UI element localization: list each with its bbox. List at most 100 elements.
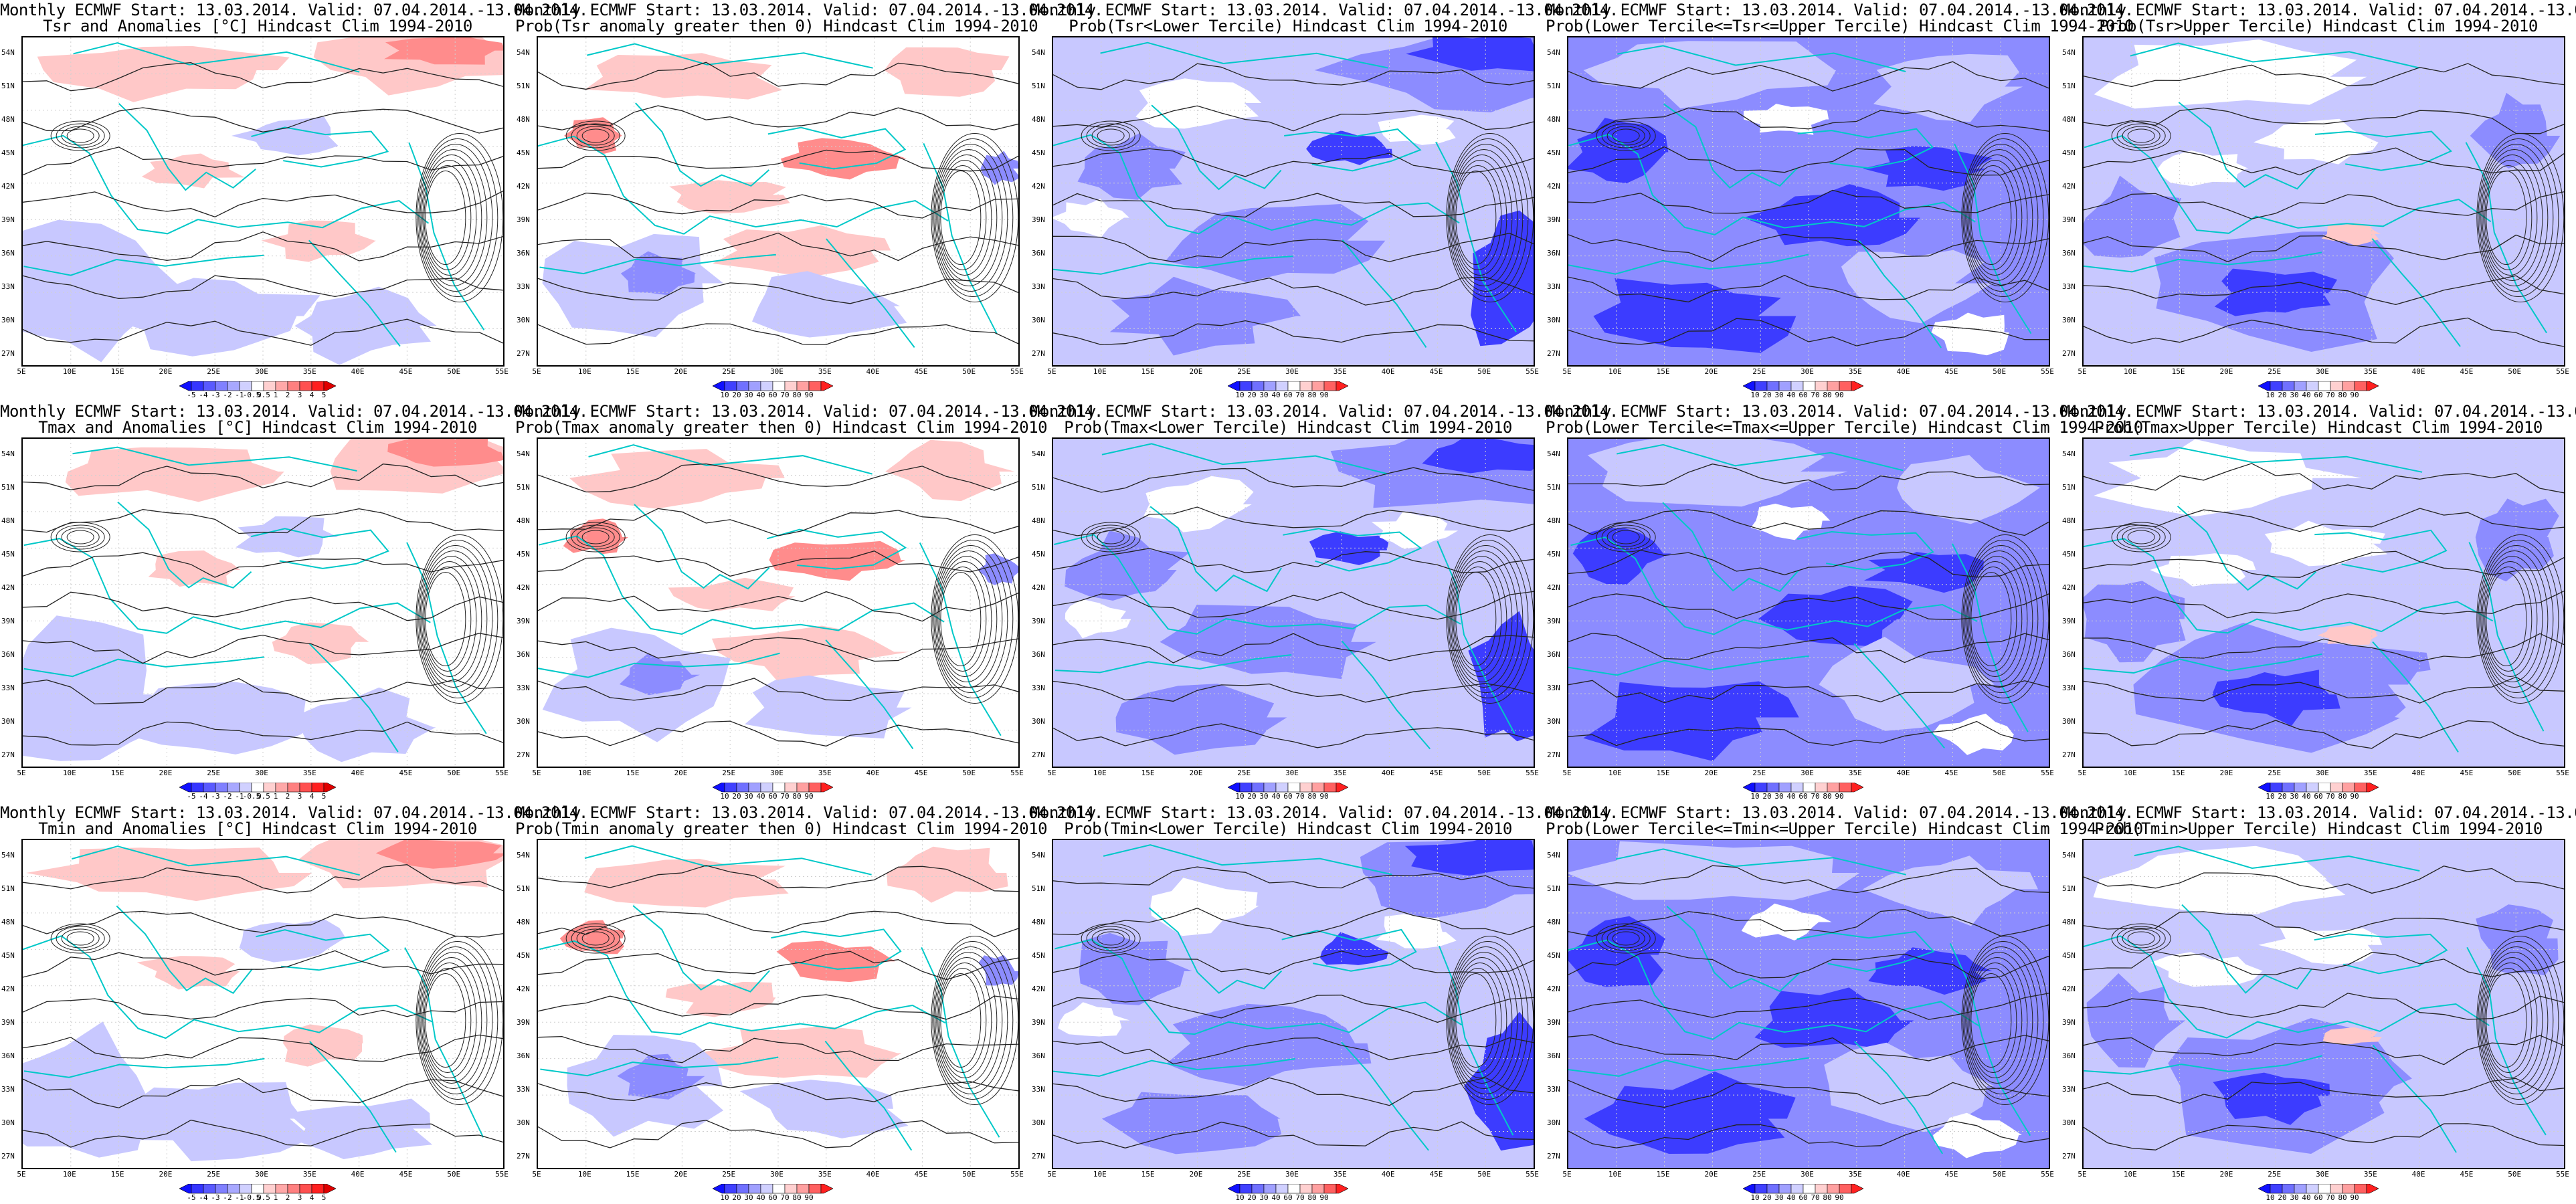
lat-tick-label: 36N — [1547, 650, 1560, 659]
colorbar-label: 80 — [2338, 391, 2347, 399]
colorbar-swatch — [760, 783, 773, 793]
colorbar-swatch — [1839, 783, 1852, 793]
panel-title-line2: Prob(Tmin anomaly greater then 0) Hindca… — [515, 819, 1048, 838]
lat-tick-label: 54N — [2062, 48, 2076, 57]
colorbar-label: 0.5 — [257, 391, 270, 399]
shaded-region — [1572, 528, 1671, 585]
lon-tick-label: 15E — [110, 769, 124, 777]
colorbar-swatch — [2366, 381, 2379, 391]
lat-tick-label: 39N — [517, 1018, 530, 1027]
panel-title-line1: Monthly ECMWF Start: 13.03.2014. Valid: … — [2061, 402, 2576, 421]
orography-contour — [1455, 973, 1497, 1068]
colorbar-label: -2 — [223, 391, 232, 399]
lon-tick-label: 5E — [17, 769, 26, 777]
orography-contour — [565, 522, 626, 553]
orography-contour — [1453, 160, 1507, 276]
orography-contour — [932, 941, 1014, 1100]
shaded-region — [1160, 605, 1376, 680]
colorbar-label: 60 — [1283, 1193, 1293, 1202]
orography-contour — [1601, 123, 1651, 148]
lat-tick-label: 54N — [1, 851, 15, 860]
colorbar — [1743, 1184, 1863, 1195]
orography-contour — [2483, 160, 2538, 276]
shaded-region — [1741, 903, 1832, 940]
lat-tick-label: 33N — [1032, 1085, 1045, 1094]
orography-contour — [581, 530, 610, 544]
lon-tick-label: 45E — [399, 1170, 413, 1179]
coastline — [116, 905, 253, 994]
colorbar-label: 80 — [1307, 391, 1317, 399]
coastline — [2084, 653, 2322, 674]
lon-tick-label: 45E — [1944, 1170, 1958, 1179]
isotherm-contour — [1053, 907, 1534, 937]
shaded-region — [136, 956, 240, 990]
orography-contour — [936, 155, 998, 281]
orography-contour — [1964, 144, 2039, 292]
colorbar-swatch — [1228, 1184, 1240, 1194]
panel-title-line2: Prob(Tsr<Lower Tercile) Hindcast Clim 19… — [1069, 17, 1507, 35]
orography-contour — [2483, 963, 2538, 1078]
colorbar-swatch — [1778, 381, 1792, 391]
colorbar-swatch — [1851, 1184, 1863, 1194]
lat-tick-label: 36N — [1032, 249, 1045, 258]
orography-contour — [1596, 120, 1656, 151]
orography-contour — [933, 144, 1008, 292]
coastline — [2314, 130, 2452, 171]
colorbar-swatch — [179, 381, 192, 391]
shaded-region — [1166, 1003, 1372, 1087]
lon-tick-label: 5E — [2078, 769, 2087, 777]
colorbar-label: 5 — [321, 1193, 327, 1202]
colorbar-swatch — [1754, 783, 1768, 793]
colorbar-swatch — [2270, 381, 2283, 391]
lat-tick-label: 39N — [1032, 215, 1045, 224]
colorbar-swatch — [1275, 783, 1289, 793]
lat-tick-label: 27N — [1, 1152, 15, 1161]
lat-tick-label: 48N — [2062, 918, 2076, 926]
lon-tick-label: 25E — [207, 1170, 221, 1179]
panel-title-line1: Monthly ECMWF Start: 13.03.2014. Valid: … — [1546, 402, 2134, 421]
isotherm-contour — [23, 864, 503, 894]
colorbar-label: 60 — [768, 391, 777, 399]
colorbar-swatch — [1275, 1184, 1289, 1194]
panel-title-line2: Prob(Tmax anomaly greater then 0) Hindca… — [515, 418, 1048, 437]
coastline — [23, 935, 433, 1039]
lat-tick-label: 54N — [2062, 851, 2076, 860]
orography-contour — [1606, 527, 1645, 547]
lon-tick-label: 5E — [1562, 1170, 1572, 1179]
orography-contour — [1086, 123, 1135, 148]
shaded-region — [100, 278, 320, 357]
orography-contour — [1969, 968, 2017, 1073]
orography-contour — [576, 126, 615, 146]
colorbar-swatch — [2354, 1184, 2367, 1194]
lon-tick-label: 55E — [1526, 769, 1539, 777]
colorbar-swatch — [2330, 381, 2343, 391]
isotherm-contour — [23, 910, 503, 938]
orography-contour — [1970, 973, 2012, 1068]
map-panel: Monthly ECMWF Start: 13.03.2014. Valid: … — [1546, 803, 2143, 1204]
lon-tick-label: 10E — [2123, 769, 2137, 777]
lon-tick-label: 5E — [2078, 1170, 2087, 1179]
lon-tick-label: 50E — [2508, 1170, 2522, 1179]
orography-contour — [2122, 928, 2160, 948]
lat-tick-label: 36N — [1032, 1051, 1045, 1060]
panel-title-line2: Prob(Tmax>Upper Tercile) Hindcast Clim 1… — [2094, 418, 2543, 437]
orography-contour — [1961, 936, 2049, 1105]
coastline — [117, 501, 252, 589]
shaded-region — [2258, 926, 2383, 965]
shaded-region — [1319, 932, 1388, 965]
shaded-region — [1568, 841, 1860, 900]
shaded-region — [2264, 520, 2388, 567]
lat-tick-label: 27N — [1, 349, 15, 358]
lat-tick-label: 42N — [1032, 985, 1045, 993]
colorbar-label: 2 — [285, 792, 290, 801]
shaded-region — [1109, 276, 1301, 356]
lat-tick-label: 42N — [1032, 583, 1045, 592]
shaded-region — [1422, 439, 1534, 474]
shaded-region — [239, 919, 347, 963]
shaded-region — [2094, 439, 2362, 517]
lon-tick-label: 5E — [17, 367, 26, 376]
coastline — [587, 43, 873, 69]
coastline — [2084, 252, 2322, 273]
colorbar-label: 80 — [2338, 792, 2347, 801]
isotherm-contour — [538, 323, 1018, 345]
